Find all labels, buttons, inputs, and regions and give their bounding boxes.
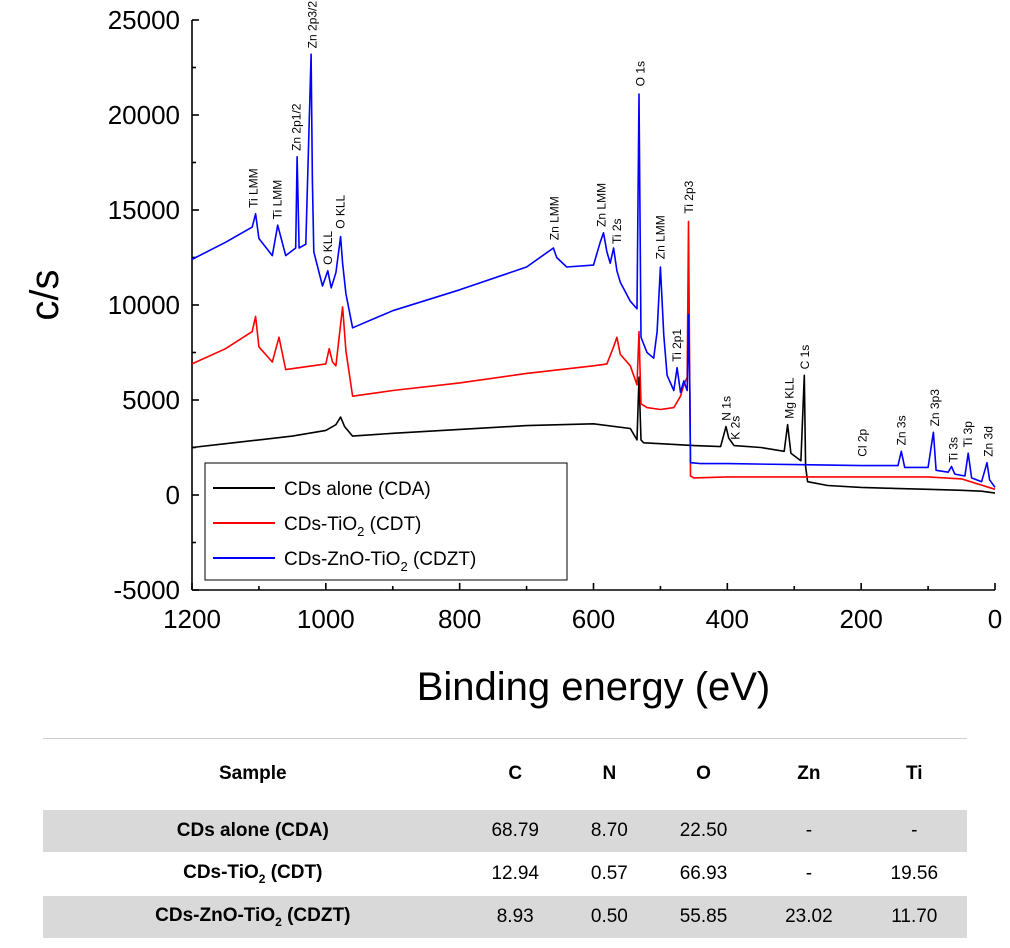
legend-entry: CDs alone (CDA) [284,479,431,500]
peak-label: Zn 2p3/2 [305,1,319,49]
series-line-2 [191,53,996,488]
peak-label: Zn LMM [653,215,667,259]
y-tick-label: 20000 [108,100,180,130]
composition-table-container: Sample C N O Zn Ti CDs alone (CDA) 68.79 8.70 22… [43,738,967,938]
table-row: CDs alone (CDA) 68.79 8.70 22.50- - [43,809,967,853]
legend-box [204,462,568,581]
peak-label: Zn LMM [548,196,562,240]
peak-label: Ti LMM [247,168,261,208]
elemental-composition-table: Sample C N O Zn Ti CDs alone (CDA) 68.79 8.70 22… [43,738,967,938]
peak-label: Ti 2p3 [682,180,696,213]
y-tick-label: 0 [166,480,180,510]
peak-label: Ti 3p [961,421,975,448]
x-tick-label: 800 [438,604,481,634]
peak-label: Ti 2s [610,218,624,244]
sample-name-cell: CDs alone (CDA) [43,809,463,853]
peak-label: Ti 2p1 [670,329,684,362]
peak-label: Ti 3s [947,437,961,463]
chart-axes: -5000 0 5000 10000 15000 20000 25000 1200 1000 80… [23,5,1002,709]
y-tick-label: 15000 [108,195,180,225]
value-cell: 0.57 [567,852,651,896]
value-cell: 68.79 [462,809,568,853]
y-axis-title: c/s [23,269,67,320]
value-cell: 55.85 [650,895,757,938]
peak-label: Mg KLL [783,377,797,419]
series-line-0 [191,374,996,494]
table-header-cell: Ti [906,763,923,784]
x-tick-label: 0 [988,604,1002,634]
value-cell: - [756,809,862,853]
table-header-cell: O [696,763,711,784]
sample-name-cell: CDs-TiO2 (CDT) [43,852,463,896]
chart-legend: CDs alone (CDA) CDs-TiO2 (CDT) CDs-ZnO-TiO… [204,462,568,581]
table-row: CDs-TiO2 (CDT) 12.94 0.57 66.93-19.56 [43,852,967,896]
table-header-cell: N [602,763,617,784]
table-row: CDs-ZnO-TiO2 (CDZT) 8.93 0.50 55.85 23.02 11.… [43,895,967,938]
x-tick-label: 1000 [297,604,355,634]
value-cell: - [861,809,967,853]
peak-label: C 1s [798,345,812,370]
table-header-cell: C [508,763,523,784]
table-header-cell: Sample [218,763,287,784]
x-tick-label: 1200 [163,604,221,634]
value-cell: 22.50 [650,809,757,853]
peak-label: O KLL [334,194,348,228]
x-axis-title: Binding energy (eV) [417,665,771,709]
xps-survey-chart: -5000 0 5000 10000 15000 20000 25000 1200 1000 80… [23,1,1002,709]
legend-entry: CDs-ZnO-TiO2 (CDZT) [284,549,476,574]
peak-label: Ti LMM [271,180,285,220]
peak-label: Zn 2p1/2 [289,103,303,151]
peak-label: Zn 3p3 [928,389,942,427]
peak-label: Zn 3s [894,415,908,445]
peak-label: O KLL [321,231,335,265]
chart-peak-labels: Ti LMM Ti LMM Zn 2p1/2 Zn 2p3/2 O KLL O KLL Zn… [247,1,996,463]
peak-label: Cl 2p [856,428,870,456]
value-cell: 12.94 [462,852,568,896]
peak-label: K 2s [728,416,742,440]
x-tick-label: 600 [572,604,615,634]
value-cell: 19.56 [861,852,967,896]
value-cell: 66.93 [650,852,757,896]
value-cell: - [756,852,862,896]
legend-entry: CDs-TiO2 (CDT) [284,514,421,539]
x-tick-label: 400 [706,604,749,634]
peak-label: Zn LMM [595,183,609,227]
y-tick-label: 25000 [108,5,180,35]
peak-label: N 1s [720,396,734,421]
value-cell: 11.70 [861,895,967,938]
table-header-row: Sample C N O Zn Ti [43,739,967,810]
value-cell: 23.02 [756,895,862,938]
value-cell: 8.70 [567,809,651,853]
x-tick-label: 200 [839,604,882,634]
y-tick-label: -5000 [114,575,181,605]
table-body: CDs alone (CDA) 68.79 8.70 22.50- - CDs-TiO2 … [43,809,967,938]
value-cell: 8.93 [462,895,568,938]
y-tick-label: 5000 [122,385,180,415]
chart-series [191,53,996,494]
y-tick-label: 10000 [108,290,180,320]
value-cell: 0.50 [567,895,651,938]
sample-name-cell: CDs-ZnO-TiO2 (CDZT) [43,895,463,938]
series-line-1 [191,220,996,491]
peak-label: O 1s [633,61,647,86]
table-header-cell: Zn [797,763,821,784]
peak-label: Zn 3d [981,426,995,457]
